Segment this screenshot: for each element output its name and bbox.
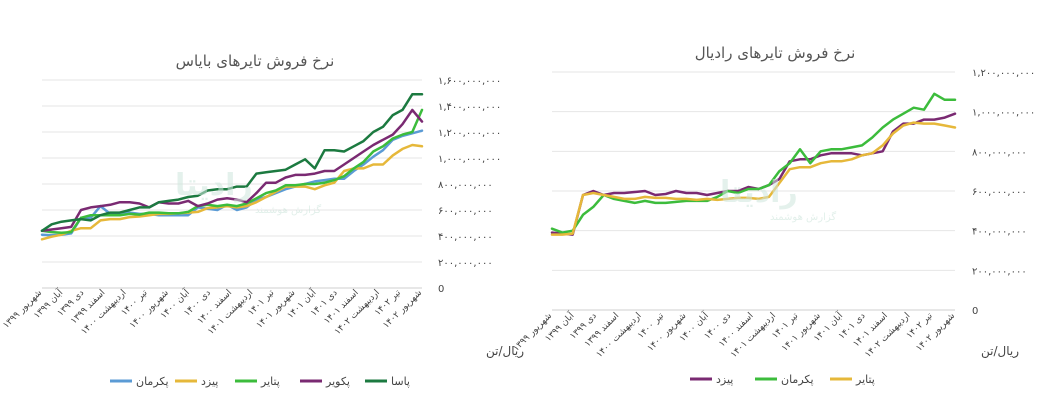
y-axis-label: ریال/تن — [486, 344, 524, 359]
legend-item: پکویر — [300, 375, 350, 388]
legend-label: پاسا — [391, 375, 410, 388]
series-line — [40, 108, 424, 235]
y-tick-label: ۲۰۰,۰۰۰,۰۰۰ — [972, 266, 1027, 277]
legend-item: پیزد — [175, 375, 218, 388]
legend-label: پتایر — [855, 373, 875, 386]
y-tick-label: ۱,۲۰۰,۰۰۰,۰۰۰ — [438, 128, 501, 139]
y-tick-label: ۱,۶۰۰,۰۰۰,۰۰۰ — [438, 76, 501, 87]
series-line — [40, 129, 424, 237]
y-tick-label: ۲۰۰,۰۰۰,۰۰۰ — [438, 258, 493, 269]
legend-item: پکرمان — [755, 373, 814, 386]
y-tick-label: ۱,۰۰۰,۰۰۰,۰۰۰ — [438, 154, 501, 165]
legend-item: پکرمان — [110, 375, 169, 388]
series-line — [40, 93, 424, 233]
series-line — [40, 143, 424, 241]
y-tick-label: ۱,۴۰۰,۰۰۰,۰۰۰ — [438, 102, 501, 113]
y-axis-label: ریال/تن — [981, 344, 1019, 359]
y-tick-label: ۴۰۰,۰۰۰,۰۰۰ — [972, 227, 1027, 238]
y-tick-label: ۸۰۰,۰۰۰,۰۰۰ — [972, 147, 1027, 158]
chart-radial: نرخ فروش تایرهای رادیال 0 ۲۰۰,۰۰۰,۰۰۰ ۴۰۰,۰… — [511, 44, 1035, 386]
legend-label: پکرمان — [136, 375, 169, 388]
y-tick-label: ۴۰۰,۰۰۰,۰۰۰ — [438, 232, 493, 243]
legend-label: پکویر — [325, 375, 350, 388]
legend-label: پتایر — [260, 375, 280, 388]
chart-bias: نرخ فروش تایرهای بایاس 0 ۲۰۰,۰۰۰,۰۰۰ ۴۰۰,۰۰… — [1, 52, 524, 388]
legend-label: پکرمان — [781, 373, 814, 386]
legend-item: پتایر — [830, 373, 875, 386]
y-tick-label: 0 — [438, 284, 444, 295]
legend-item: پتایر — [235, 375, 280, 388]
y-tick-label: ۶۰۰,۰۰۰,۰۰۰ — [438, 206, 493, 217]
chart-title: نرخ فروش تایرهای بایاس — [176, 52, 335, 70]
y-tick-label: ۱,۲۰۰,۰۰۰,۰۰۰ — [972, 68, 1035, 79]
legend-item: پیزد — [690, 373, 733, 386]
y-tick-label: ۶۰۰,۰۰۰,۰۰۰ — [972, 187, 1027, 198]
legend-label: پیزد — [716, 373, 733, 386]
legend-item: پاسا — [365, 375, 410, 388]
y-tick-label: 0 — [972, 306, 978, 317]
y-tick-label: ۱,۰۰۰,۰۰۰,۰۰۰ — [972, 108, 1035, 119]
chart-title: نرخ فروش تایرهای رادیال — [695, 44, 856, 62]
series-line — [550, 121, 957, 236]
series-line — [40, 108, 424, 233]
y-tick-label: ۸۰۰,۰۰۰,۰۰۰ — [438, 180, 493, 191]
series-line — [550, 92, 957, 234]
legend-label: پیزد — [201, 375, 218, 388]
